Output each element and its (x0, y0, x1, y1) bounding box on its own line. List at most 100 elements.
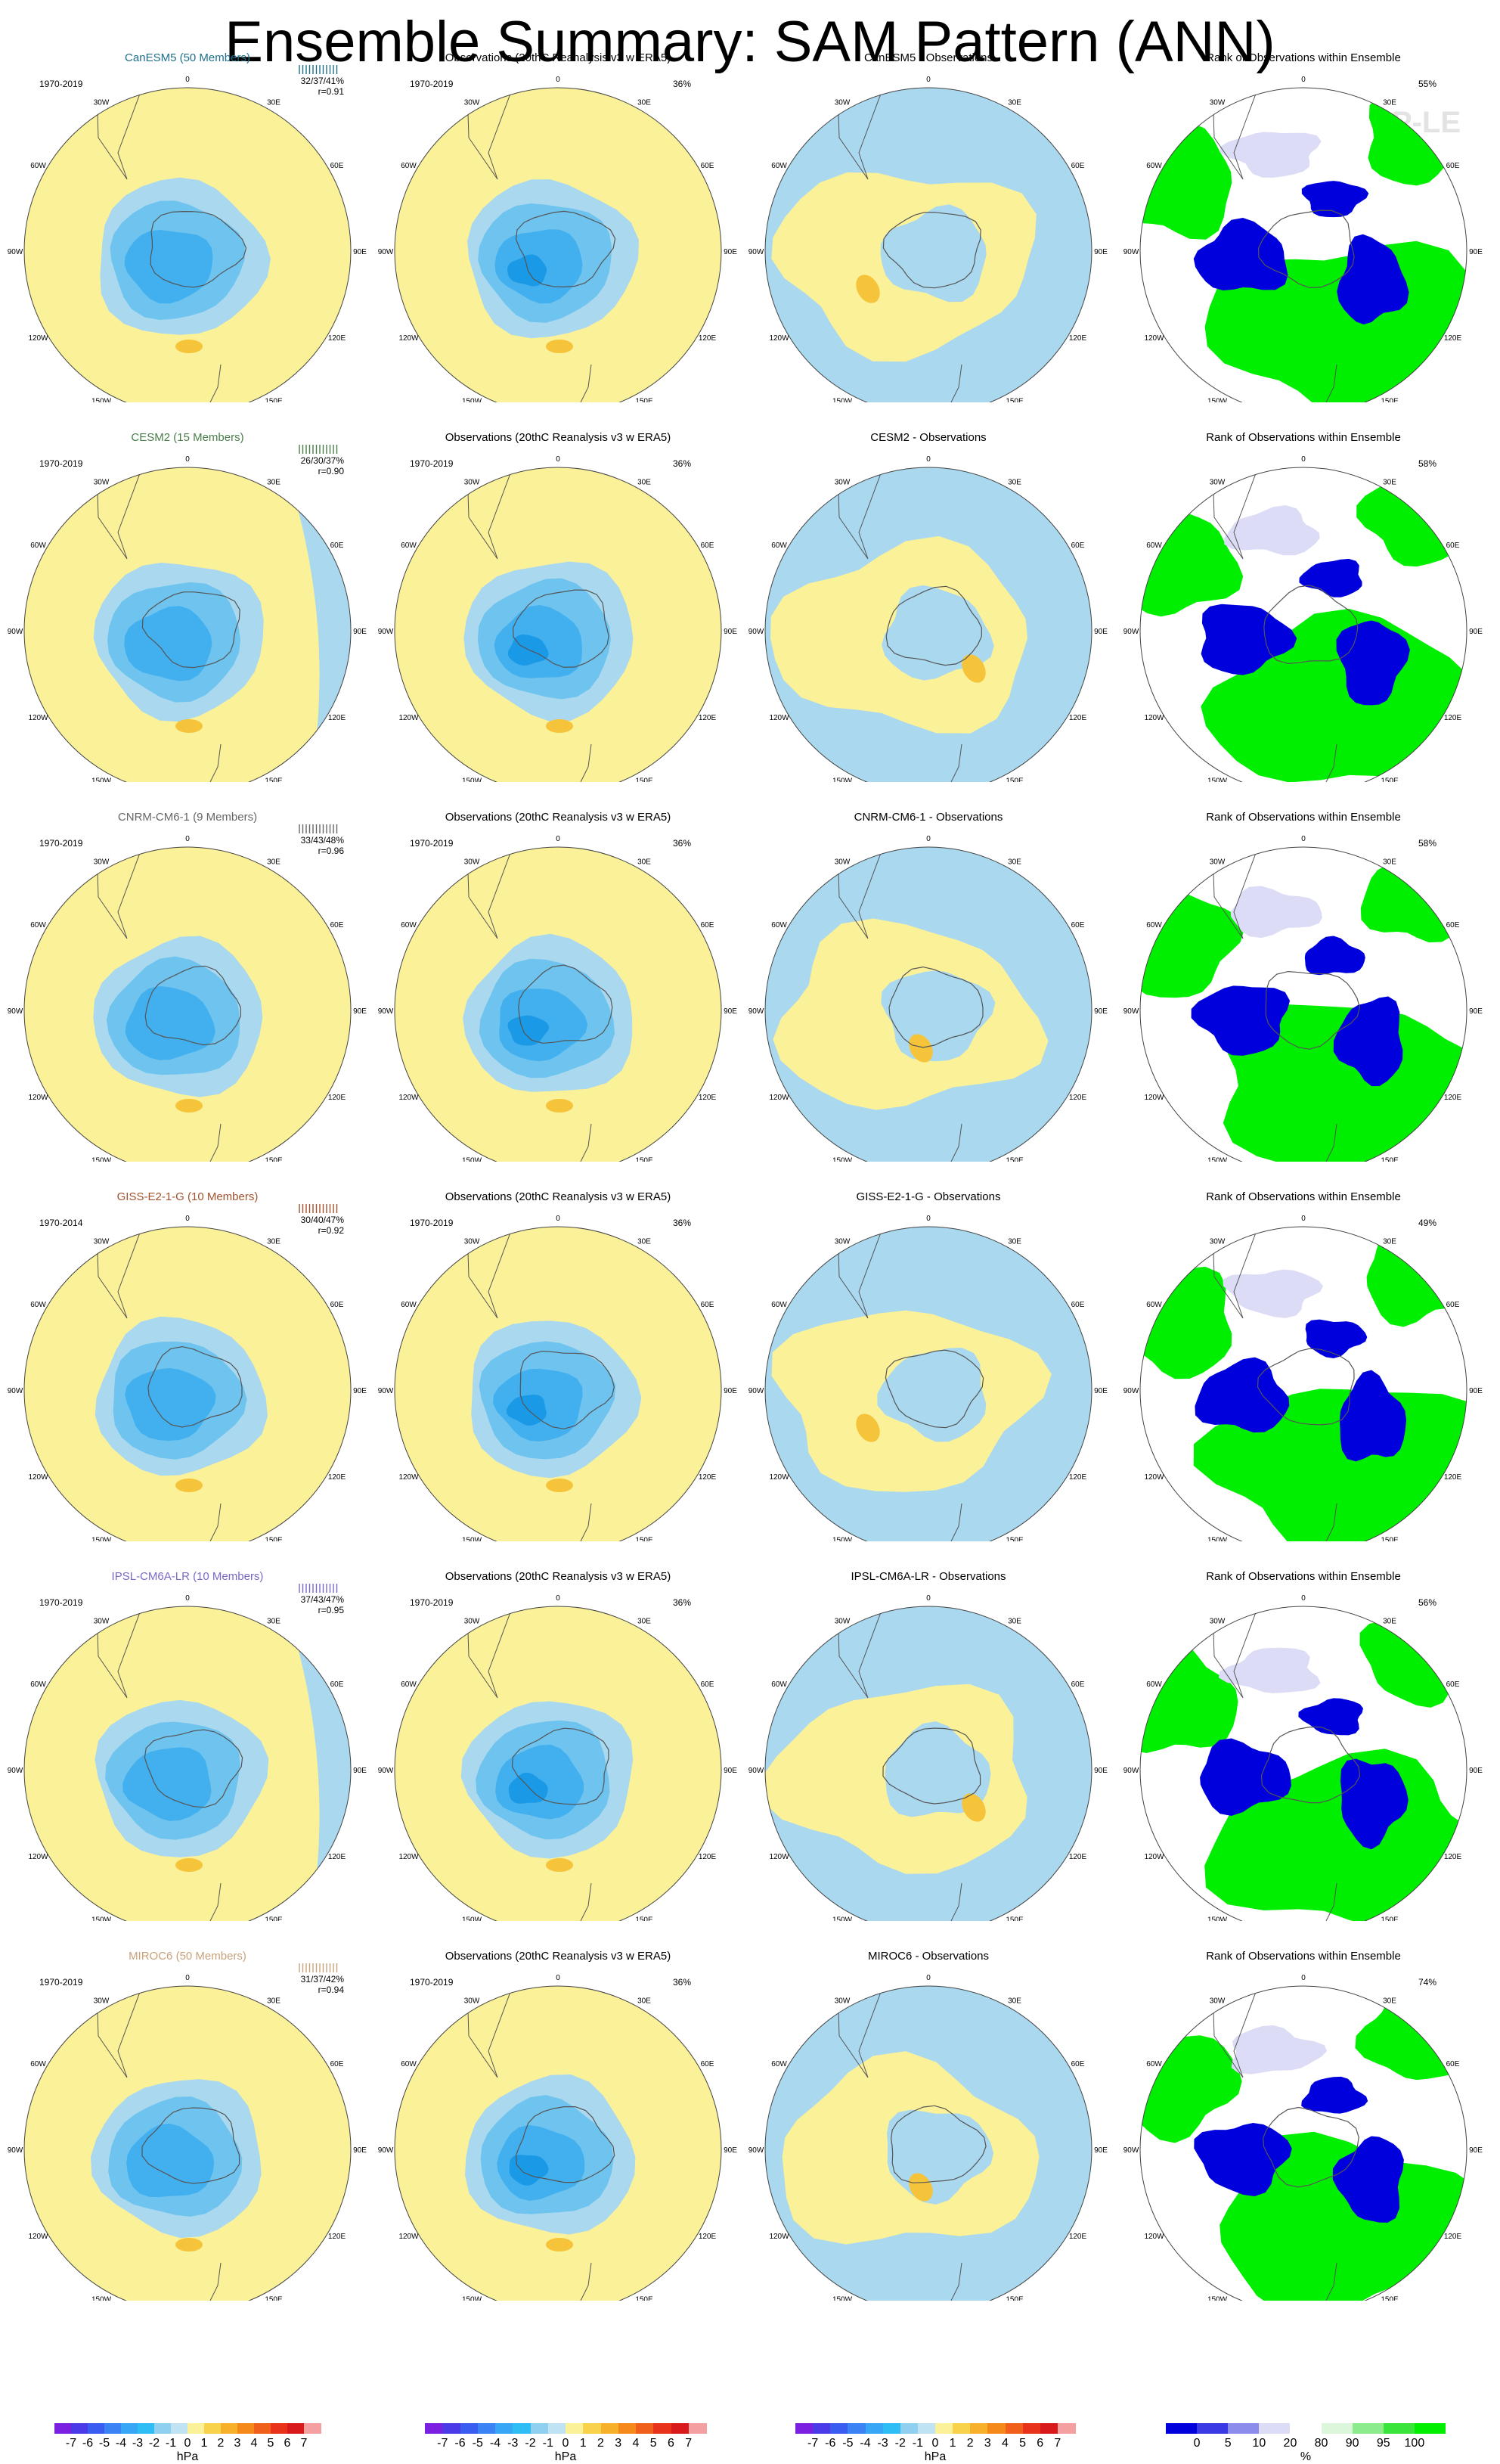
longitude-label: 0 (556, 76, 560, 84)
period-label: 1970-2019 (410, 1977, 454, 1988)
positive-anomaly-contour (546, 719, 573, 733)
longitude-label: 60W (771, 162, 787, 170)
polar-map: 030E60E90E120E150E180150W120W90W60W30W (8, 1215, 367, 1542)
longitude-label: 150W (91, 1157, 112, 1162)
longitude-label: 90E (724, 1767, 737, 1775)
longitude-label: 120E (699, 714, 717, 722)
longitude-label: 150E (1381, 1916, 1399, 1922)
rank-mid-region (1224, 505, 1320, 556)
map-boundary (23, 1606, 352, 1921)
longitude-label: 150W (832, 398, 853, 403)
longitude-label: 150E (635, 2296, 653, 2301)
variance-percent: 36% (672, 458, 691, 469)
longitude-label: 90W (378, 628, 394, 636)
colorbar-tick-label: 1 (579, 2437, 587, 2450)
rank-panel-title: Rank of Observations within Ensemble (1206, 1950, 1401, 1963)
rank-percent: 58% (1418, 458, 1436, 469)
positive-anomaly-contour (175, 340, 203, 353)
colorbar-swatch (188, 2423, 205, 2434)
longitude-label: 60W (401, 2060, 417, 2068)
south-america-coastline (96, 1606, 143, 1699)
new-zealand-coastline (580, 1503, 592, 1541)
colorbar-swatch (530, 2423, 549, 2434)
longitude-label: 60W (1146, 162, 1162, 170)
longitude-label: 30E (637, 1238, 651, 1246)
longitude-label: 150E (1381, 777, 1399, 783)
longitude-label: 0 (185, 1974, 190, 1982)
variance-percent: 36% (672, 79, 691, 89)
longitude-label: 90W (748, 1767, 764, 1775)
longitude-label: 90W (378, 2146, 394, 2155)
rank-panel-title: Rank of Observations within Ensemble (1206, 51, 1401, 64)
map-boundary (1139, 1985, 1467, 2301)
longitude-label: 120E (699, 1473, 717, 1482)
south-america-coastline (1212, 1986, 1259, 2078)
longitude-label: 30E (1008, 99, 1021, 107)
longitude-label: 90W (8, 1767, 23, 1775)
south-america-coastline (96, 847, 143, 939)
page-title: Ensemble Summary: SAM Pattern (ANN) (225, 10, 1275, 74)
map-boundary (23, 467, 352, 782)
longitude-label: 90W (378, 1007, 394, 1016)
longitude-label: 120W (1144, 334, 1164, 343)
south-america-coastline (96, 1986, 143, 2078)
diff-panel-title: GISS-E2-1-G - Observations (856, 1190, 1001, 1203)
negative-anomaly-contour (507, 254, 547, 287)
rank-panel-title: Rank of Observations within Ensemble (1206, 431, 1401, 444)
antarctica-coastline (882, 1727, 981, 1805)
longitude-label: 150E (265, 398, 283, 403)
positive-anomaly-contour (962, 1793, 986, 1822)
new-zealand-coastline (580, 364, 592, 402)
longitude-label: 150W (91, 1537, 112, 1542)
colorbar-unit: hPa (176, 2450, 199, 2463)
longitude-label: 30W (464, 858, 480, 867)
rank-low-region (1201, 604, 1297, 675)
longitude-label: 0 (926, 1215, 931, 1223)
longitude-label: 30W (94, 479, 110, 487)
longitude-label: 150W (832, 1916, 853, 1922)
new-zealand-coastline (580, 743, 592, 782)
longitude-label: 30W (1210, 99, 1226, 107)
longitude-label: 30W (1210, 1238, 1226, 1246)
map-boundary (23, 87, 352, 402)
longitude-label: 90E (1094, 1767, 1108, 1775)
longitude-label: 120W (769, 1473, 789, 1482)
longitude-label: 30E (267, 1618, 280, 1626)
polar-map: 030E60E90E120E150E180150W120W90W60W30W (1123, 1215, 1483, 1541)
colorbar-swatch (154, 2423, 172, 2434)
colorbar-swatch (1197, 2423, 1229, 2434)
longitude-label: 60W (30, 1680, 46, 1689)
rank-high-region (1201, 608, 1467, 782)
period-label: 1970-2019 (410, 838, 454, 849)
obs-panel-title: Observations (20thC Reanalysis v3 w ERA5… (445, 1950, 671, 1963)
map-panel-obs: 030E60E90E120E150E180150W120W90W60W30WOb… (370, 404, 745, 782)
longitude-label: 60E (1446, 162, 1460, 170)
longitude-label: 30W (1210, 1997, 1226, 2006)
polar-map: 030E60E90E120E150E180150W120W90W60W30W (748, 76, 1108, 403)
longitude-label: 30E (637, 858, 651, 867)
south-america-coastline (1212, 467, 1259, 560)
rank-percent: 49% (1418, 1218, 1436, 1228)
colorbar-tick-label: -4 (860, 2437, 871, 2450)
south-america-coastline (837, 88, 884, 180)
antarctica-coastline (882, 212, 981, 289)
longitude-label: 30W (94, 99, 110, 107)
south-america-coastline (96, 88, 143, 180)
longitude-label: 120W (769, 1094, 789, 1102)
colorbar-tick-label: 0 (562, 2437, 569, 2450)
longitude-label: 120W (1144, 1853, 1164, 1861)
longitude-label: 120E (328, 714, 346, 722)
colorbar-tick-label: 5 (649, 2437, 657, 2450)
longitude-label: 90E (1094, 1387, 1108, 1395)
south-america-coastline (96, 467, 143, 560)
longitude-label: 120E (699, 1853, 717, 1861)
longitude-label: 150W (91, 398, 112, 403)
longitude-label: 60E (1071, 162, 1085, 170)
polar-map: 030E60E90E120E150E180150W120W90W60W30W (748, 455, 1108, 782)
longitude-label: 90E (724, 248, 737, 256)
south-america-coastline (837, 1986, 884, 2078)
longitude-label: 30W (464, 1238, 480, 1246)
longitude-label: 0 (556, 835, 560, 843)
map-panel-obs: 030E60E90E120E150E180150W120W90W60W30WOb… (370, 1163, 745, 1541)
longitude-label: 0 (926, 835, 931, 843)
